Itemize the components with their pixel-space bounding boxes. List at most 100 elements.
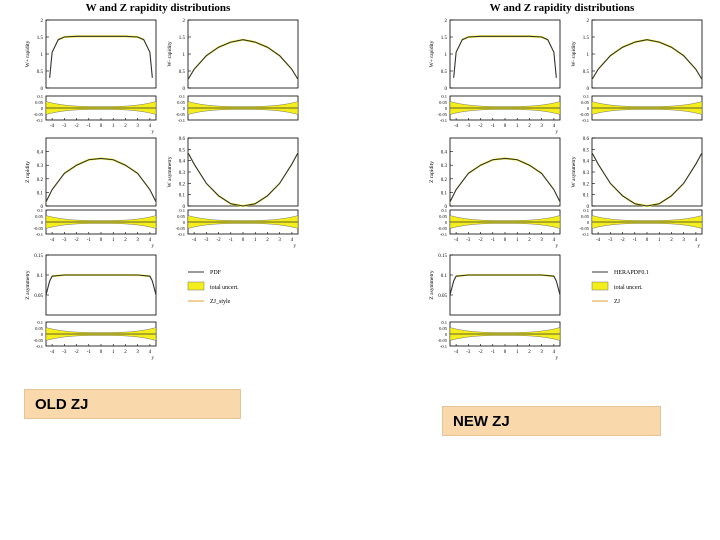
uncertainty-band <box>188 151 298 208</box>
x-tick-label: 1 <box>658 238 661 243</box>
x-tick-label: 0 <box>100 350 103 355</box>
panel-4: 00.10.20.30.40.50.6W asymmetry0.10.050-0… <box>571 137 703 249</box>
ratio-tick-label: -0.05 <box>438 112 448 117</box>
ratio-tick-label: 0 <box>445 332 448 337</box>
ratio-tick-label: 0.1 <box>179 208 185 213</box>
ratio-tick-label: 0.05 <box>439 214 448 219</box>
y-tick-label: 0.1 <box>37 274 44 279</box>
y-tick-label: 0 <box>41 87 44 92</box>
x-tick-label: 4 <box>553 238 556 243</box>
y-tick-label: 0.5 <box>37 70 44 75</box>
y-tick-label: 0.15 <box>438 254 447 259</box>
legend-label-style: ZJ_style <box>210 299 231 305</box>
ratio-tick-label: 0 <box>183 106 186 111</box>
x-tick-label: -4 <box>596 238 601 243</box>
y-tick-label: 1.5 <box>37 36 44 41</box>
y-tick-label: 0.1 <box>441 274 448 279</box>
x-tick-label: -1 <box>491 238 496 243</box>
y-tick-label: 0.2 <box>37 178 44 183</box>
ratio-tick-label: 0.05 <box>581 100 590 105</box>
ratio-tick-label: 0.1 <box>179 94 185 99</box>
y-tick-label: 0.3 <box>441 164 448 169</box>
legend-label-uncert: total uncert. <box>210 285 239 291</box>
ratio-tick-label: -0.05 <box>176 226 186 231</box>
y-tick-label: 0.1 <box>583 194 590 199</box>
x-tick-label: -3 <box>466 124 471 129</box>
x-tick-label: 4 <box>695 238 698 243</box>
y-tick-label: 0.05 <box>438 294 447 299</box>
y-tick-label: 0.5 <box>441 70 448 75</box>
x-tick-label: -4 <box>454 350 459 355</box>
x-tick-label: 2 <box>124 238 127 243</box>
legend-label-style: ZJ <box>614 299 621 305</box>
uncertainty-band <box>450 157 560 203</box>
y-axis-label: Z asymmetry <box>25 270 31 299</box>
ratio-tick-label: 0.1 <box>37 320 43 325</box>
x-tick-label: 1 <box>112 238 115 243</box>
ratio-tick-label: 0.1 <box>441 94 447 99</box>
x-tick-label: 0 <box>100 238 103 243</box>
x-tick-label: 4 <box>149 124 152 129</box>
ratio-tick-label: 0.05 <box>35 100 44 105</box>
y-tick-label: 2 <box>41 19 44 24</box>
x-axis-label: y <box>556 244 559 249</box>
x-tick-label: 2 <box>124 350 127 355</box>
uncertainty-band <box>453 35 557 79</box>
uncertainty-band <box>49 35 153 79</box>
panel-frame <box>449 254 561 316</box>
plot-grid-old: 00.511.52W+ rapidity0.10.050-0.05-0.1-4-… <box>25 19 299 361</box>
x-tick-label: 2 <box>670 238 673 243</box>
panel-5: 0.050.10.15Z asymmetry0.10.050-0.05-0.1-… <box>429 254 561 361</box>
x-tick-label: -1 <box>491 350 496 355</box>
ratio-tick-label: 0 <box>183 220 186 225</box>
ratio-tick-label: 0 <box>41 106 44 111</box>
y-tick-label: 0 <box>183 205 186 210</box>
y-tick-label: 2 <box>587 19 590 24</box>
panel-frame <box>449 137 561 207</box>
x-tick-label: -3 <box>62 124 67 129</box>
y-tick-label: 2 <box>183 19 186 24</box>
y-axis-label: W asymmetry <box>167 156 173 187</box>
x-tick-label: -4 <box>50 238 55 243</box>
y-tick-label: 1.5 <box>441 36 448 41</box>
panel-1: 00.511.52W+ rapidity0.10.050-0.05-0.1-4-… <box>429 19 561 135</box>
series-line <box>591 152 703 207</box>
caption-old-zj: OLD ZJ <box>24 389 241 419</box>
panel-3: 00.10.20.30.4Z rapidity0.10.050-0.05-0.1… <box>25 137 157 249</box>
y-tick-label: 1.5 <box>583 36 590 41</box>
ratio-tick-label: -0.1 <box>36 344 43 349</box>
legend-band-swatch <box>591 281 609 291</box>
x-tick-label: 1 <box>516 350 519 355</box>
x-tick-label: -4 <box>50 350 55 355</box>
ratio-tick-label: -0.1 <box>178 118 185 123</box>
x-axis-label: y <box>698 244 701 249</box>
ratio-tick-label: 0.05 <box>439 326 448 331</box>
x-tick-label: 0 <box>242 238 245 243</box>
ratio-tick-label: -0.1 <box>36 118 43 123</box>
figure-title: W and Z rapidity distributions <box>85 2 231 14</box>
y-tick-label: 0.5 <box>179 148 186 153</box>
y-tick-label: 1 <box>41 53 44 58</box>
x-tick-label: 3 <box>540 238 543 243</box>
panel-3: 00.10.20.30.4Z rapidity0.10.050-0.05-0.1… <box>429 137 561 249</box>
panel-frame <box>591 19 703 89</box>
x-tick-label: 2 <box>124 124 127 129</box>
x-tick-label: 3 <box>682 238 685 243</box>
uncertainty-band <box>188 38 298 81</box>
y-tick-label: 0.3 <box>583 171 590 176</box>
x-tick-label: 3 <box>136 350 139 355</box>
y-axis-label: W+ rapidity <box>25 40 31 67</box>
ratio-tick-label: 0.1 <box>37 208 43 213</box>
y-tick-label: 0.1 <box>179 194 186 199</box>
ratio-tick-label: 0 <box>445 220 448 225</box>
ratio-tick-label: 0 <box>587 106 590 111</box>
y-tick-label: 1.5 <box>179 36 186 41</box>
y-tick-label: 0.5 <box>583 70 590 75</box>
ratio-tick-label: 0.05 <box>581 214 590 219</box>
legend-band-swatch <box>187 281 205 291</box>
y-tick-label: 2 <box>445 19 448 24</box>
ratio-tick-label: -0.05 <box>580 112 590 117</box>
x-tick-label: -2 <box>478 350 483 355</box>
series-line <box>187 39 299 80</box>
x-tick-label: -3 <box>62 238 67 243</box>
